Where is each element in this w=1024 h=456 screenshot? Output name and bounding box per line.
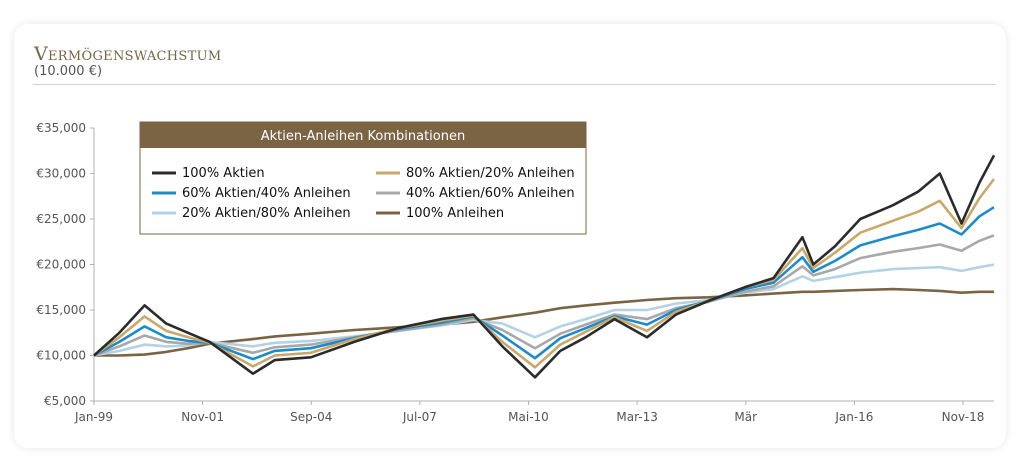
legend-title-bar xyxy=(140,122,586,148)
x-tick-label: Nov-01 xyxy=(181,410,224,424)
y-tick-label: €25,000 xyxy=(36,212,86,226)
legend-label: 100% Anleihen xyxy=(406,206,504,221)
y-tick-label: €30,000 xyxy=(36,167,86,181)
y-tick-label: €10,000 xyxy=(36,349,86,363)
series-line-4 xyxy=(93,234,995,357)
chart-subtitle: (10.000 €) xyxy=(34,64,103,79)
chart-title: Vermögenswachstum xyxy=(34,43,222,65)
y-tick-label: €35,000 xyxy=(36,121,86,135)
x-tick-group: Jan-99 Nov-01 Sep-04 Jul-07 Mai-10 Mar-13 Mär J… xyxy=(74,401,984,424)
series-lines xyxy=(93,154,996,379)
x-tick-label: Mai-10 xyxy=(508,410,549,424)
title-divider xyxy=(33,84,996,85)
legend-label: 20% Aktien/80% Anleihen xyxy=(182,206,351,221)
x-tick-label: Jan-16 xyxy=(834,410,873,424)
x-tick-label: Sep-04 xyxy=(290,410,332,424)
chart-panel xyxy=(14,24,1006,448)
x-tick-label: Jul-07 xyxy=(402,410,437,424)
legend-label: 80% Aktien/20% Anleihen xyxy=(406,166,575,181)
y-tick-label: €20,000 xyxy=(36,258,86,272)
series-line-3 xyxy=(93,206,995,361)
series-line-6 xyxy=(94,287,994,357)
legend: Aktien-Anleihen Kombinationen 100% Aktie… xyxy=(139,121,587,235)
y-tick-label: €5,000 xyxy=(44,394,86,408)
y-tick-label: €15,000 xyxy=(36,303,86,317)
legend-items: 100% Aktien 80% Aktien/20% Anleihen 60% Ak… xyxy=(152,166,575,221)
legend-label: 40% Aktien/60% Anleihen xyxy=(406,186,575,201)
y-tick-group: €5,000 €10,000 €15,000 €20,000 €25,000 €30,00… xyxy=(36,121,94,408)
series-line-2 xyxy=(93,178,996,369)
x-tick-label: Mar-13 xyxy=(616,410,657,424)
x-tick-label: Nov-18 xyxy=(942,410,985,424)
legend-title: Aktien-Anleihen Kombinationen xyxy=(261,129,465,144)
series-line-1 xyxy=(93,154,996,379)
legend-label: 60% Aktien/40% Anleihen xyxy=(182,186,351,201)
legend-label: 100% Aktien xyxy=(182,166,265,181)
x-tick-label: Mär xyxy=(734,410,757,424)
series-line-5 xyxy=(93,263,995,357)
x-tick-label: Jan-99 xyxy=(74,410,113,424)
